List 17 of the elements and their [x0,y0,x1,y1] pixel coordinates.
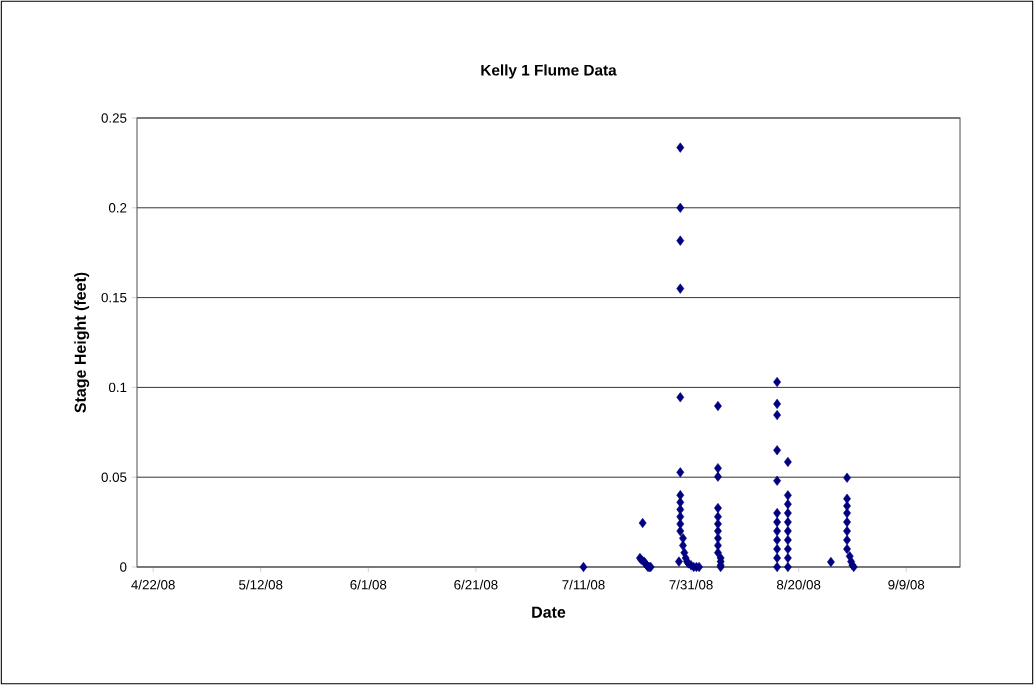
x-tick-label: 5/12/08 [239,579,283,590]
x-tick-label: 9/9/08 [888,579,925,590]
y-tick-label: 0 [120,562,127,572]
x-tick-label: 8/20/08 [776,579,821,590]
y-tick-label: 0.25 [101,113,127,123]
x-tick-label: 7/31/08 [669,579,713,590]
y-tick-label: 0.2 [108,203,127,213]
x-tick-label: 7/11/08 [562,579,605,590]
x-tick-label: 6/1/08 [350,579,387,590]
y-tick-label: 0.1 [108,382,127,393]
y-axis-title: Stage Height (feet) [74,272,90,413]
x-tick-label: 6/21/08 [454,579,498,590]
x-axis-title: Date [532,606,566,618]
y-tick-label: 0.15 [101,292,127,303]
x-tick-label: 4/22/08 [131,579,175,590]
y-tick-label: 0.05 [101,472,127,482]
chart-title: Kelly 1 Flume Data [481,64,617,79]
